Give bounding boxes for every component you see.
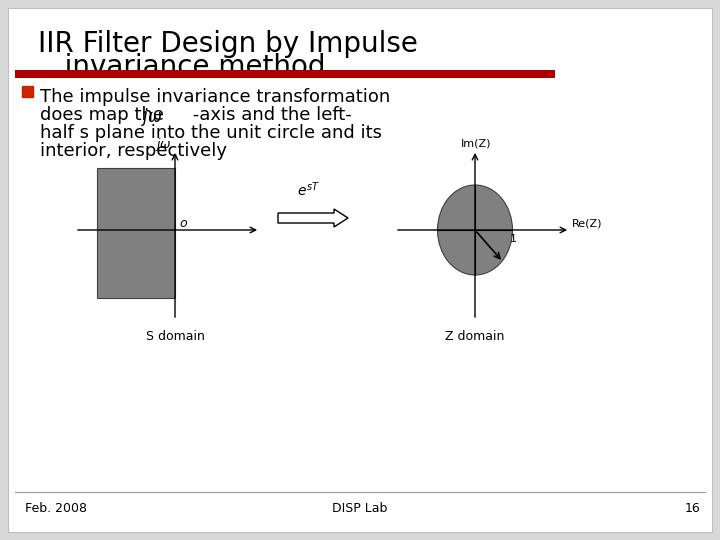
Text: invariance method: invariance method <box>38 53 325 81</box>
Text: IIR Filter Design by Impulse: IIR Filter Design by Impulse <box>38 30 418 58</box>
Text: $o$: $o$ <box>179 217 188 230</box>
Text: Im(Z): Im(Z) <box>461 139 491 149</box>
Bar <box>22 86 33 97</box>
Text: DISP Lab: DISP Lab <box>333 502 387 515</box>
Text: 16: 16 <box>684 502 700 515</box>
Ellipse shape <box>438 185 513 275</box>
Text: Z domain: Z domain <box>445 330 505 343</box>
Text: S domain: S domain <box>145 330 204 343</box>
Text: 1: 1 <box>510 234 516 244</box>
Text: Re(Z): Re(Z) <box>572 218 603 228</box>
Text: $j\omega$: $j\omega$ <box>155 136 171 153</box>
Text: does map the     -axis and the left-: does map the -axis and the left- <box>40 106 352 124</box>
Text: interior, respectively: interior, respectively <box>40 142 227 160</box>
Text: $j\omega$: $j\omega$ <box>141 106 163 128</box>
Text: half s plane into the unit circle and its: half s plane into the unit circle and it… <box>40 124 382 142</box>
FancyArrow shape <box>278 209 348 227</box>
Bar <box>97 168 175 298</box>
Text: Feb. 2008: Feb. 2008 <box>25 502 87 515</box>
Bar <box>15 70 555 78</box>
Text: The impulse invariance transformation: The impulse invariance transformation <box>40 88 390 106</box>
Text: $e^{sT}$: $e^{sT}$ <box>297 180 320 199</box>
